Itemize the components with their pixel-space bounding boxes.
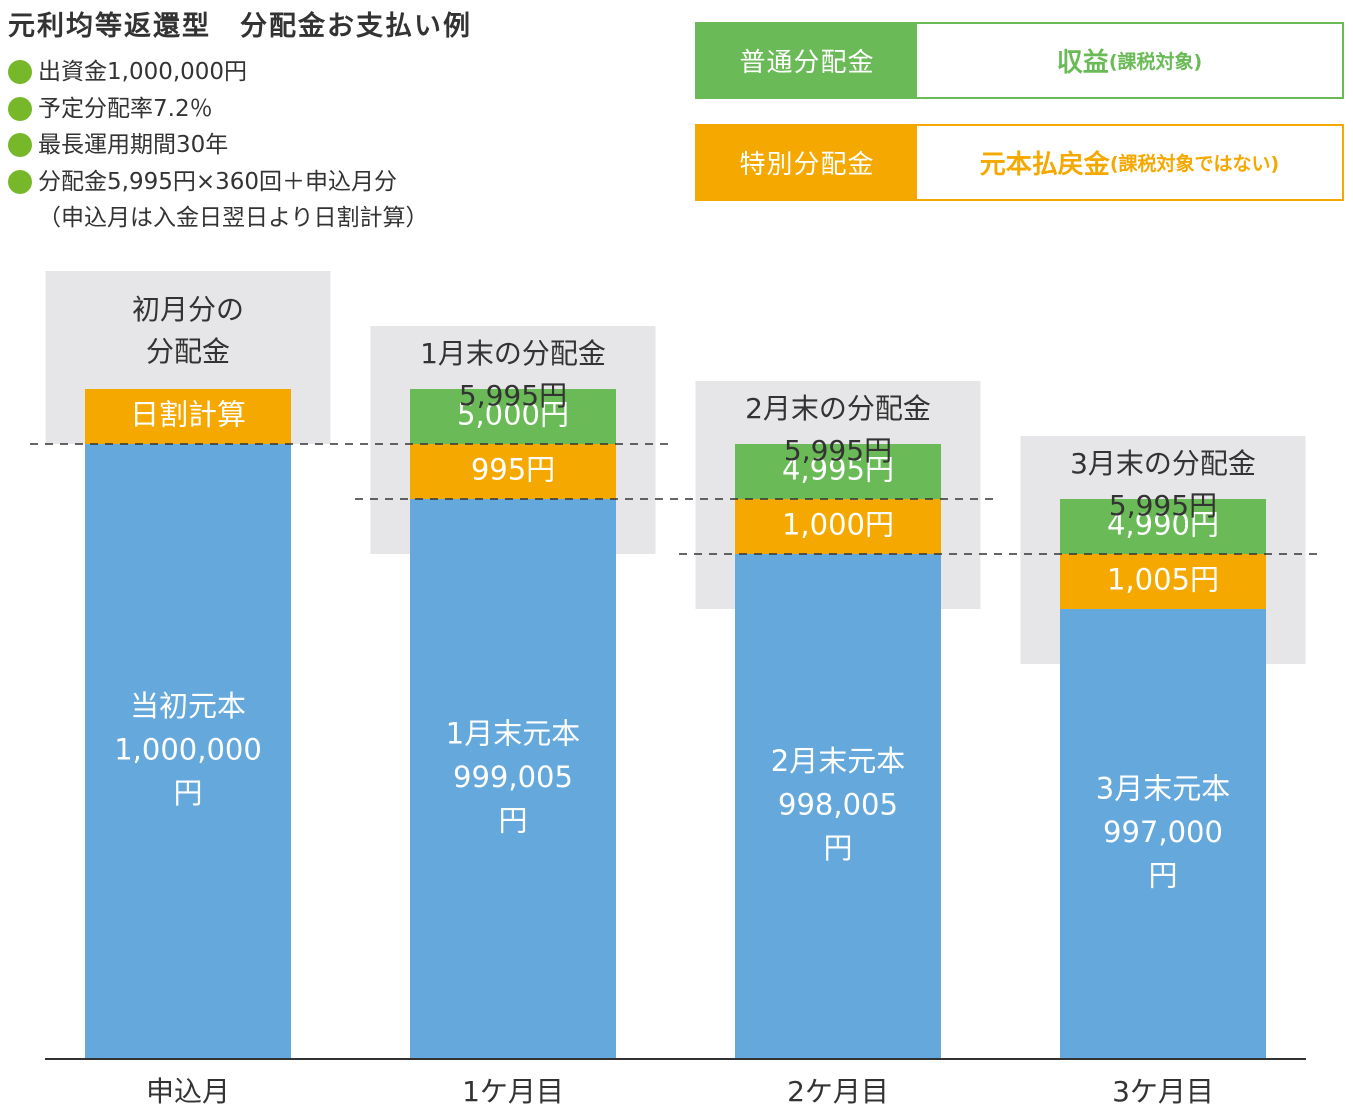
condition-text: 予定分配率7.2％ [38, 95, 213, 122]
ordinary-distribution-bar [410, 389, 616, 444]
legend-special-main: 元本払戻金 [979, 150, 1110, 180]
ordinary-distribution-label: 4,990円 [1107, 508, 1219, 542]
special-distribution-bar [735, 499, 941, 554]
ordinary-distribution-bar [1060, 499, 1266, 554]
condition-text: 最長運用期間30年 [38, 132, 229, 158]
legend-special-distribution: 特別分配金 元本払戻金 (課税対象ではない) [695, 124, 1344, 201]
special-distribution-label: 1,000円 [782, 508, 894, 542]
condition-item: 分配金5,995円×360回＋申込月分 [8, 164, 429, 201]
condition-text: 出資金1,000,000円 [38, 59, 248, 85]
special-distribution-bar [1060, 554, 1266, 609]
principal-bar [735, 554, 941, 1059]
green-dot-icon [8, 169, 32, 194]
callout-label: 2月末の分配金 5,995円 [745, 392, 931, 467]
legend-ordinary-description: 収益 (課税対象) [917, 24, 1342, 97]
callout-label: 初月分の分配金 [132, 293, 244, 368]
special-distribution-label: 日割計算 [130, 398, 246, 432]
chart-title: 元利均等返還型 分配金お支払い例 [8, 11, 472, 42]
condition-item: 予定分配率7.2％ [8, 91, 429, 128]
condition-item: 出資金1,000,000円 [8, 54, 429, 91]
special-distribution-label: 995円 [471, 453, 555, 487]
condition-item: 最長運用期間30年 [8, 127, 429, 164]
green-dot-icon [8, 133, 32, 158]
x-tick-label: 2ケ月目 [787, 1075, 889, 1108]
principal-label: 2月末元本 998,005 円 [771, 744, 905, 865]
legend-ordinary-label: 普通分配金 [697, 24, 917, 97]
special-distribution-bar [85, 389, 291, 444]
condition-text: 分配金5,995円×360回＋申込月分 [38, 168, 398, 195]
special-distribution-bar [410, 444, 616, 499]
principal-label: 3月末元本 997,000 円 [1096, 772, 1230, 893]
ordinary-distribution-label: 4,995円 [782, 453, 894, 487]
principal-label: 1月末元本 999,005 円 [446, 717, 580, 838]
legend-special-description: 元本払戻金 (課税対象ではない) [917, 126, 1342, 199]
callout-label: 1月末の分配金 5,995円 [420, 337, 606, 412]
conditions-list: 出資金1,000,000円 予定分配率7.2％ 最長運用期間30年 分配金5,9… [8, 54, 429, 237]
green-dot-icon [8, 60, 32, 85]
ordinary-distribution-bar [735, 444, 941, 499]
principal-bar [410, 499, 616, 1059]
legend-special-sub: (課税対象ではない) [1109, 153, 1280, 175]
x-tick-label: 1ケ月目 [462, 1075, 564, 1108]
principal-bar [1060, 609, 1266, 1059]
principal-label: 当初元本 1,000,000 円 [114, 689, 262, 810]
ordinary-distribution-label: 5,000円 [457, 398, 569, 432]
legend-ordinary-distribution: 普通分配金 収益 (課税対象) [695, 22, 1344, 99]
legend-ordinary-main: 収益 [1056, 48, 1109, 78]
principal-bar [85, 444, 291, 1059]
condition-note: （申込月は入金日翌日より日割計算） [38, 205, 429, 231]
green-dot-icon [8, 96, 32, 121]
x-tick-label: 申込月 [146, 1075, 230, 1108]
x-tick-label: 3ケ月目 [1112, 1075, 1214, 1108]
callout-label: 3月末の分配金 5,995円 [1070, 447, 1256, 522]
legend-special-label: 特別分配金 [697, 126, 917, 199]
legend-ordinary-sub: (課税対象) [1108, 51, 1203, 73]
special-distribution-label: 1,005円 [1107, 563, 1219, 597]
